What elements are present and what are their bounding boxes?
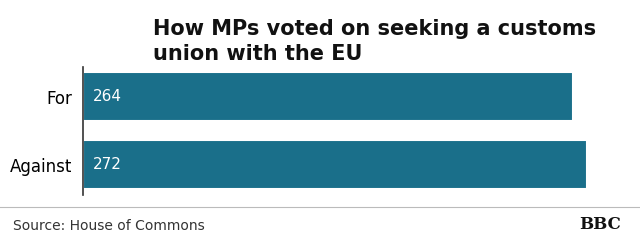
Text: 272: 272 (92, 157, 122, 172)
Text: Source: House of Commons: Source: House of Commons (13, 219, 205, 233)
Bar (83, 140, 588, 189)
Bar (83, 73, 573, 121)
Text: How MPs voted on seeking a customs
union with the EU: How MPs voted on seeking a customs union… (153, 19, 596, 64)
Text: 264: 264 (92, 89, 122, 104)
Text: BBC: BBC (579, 216, 621, 233)
